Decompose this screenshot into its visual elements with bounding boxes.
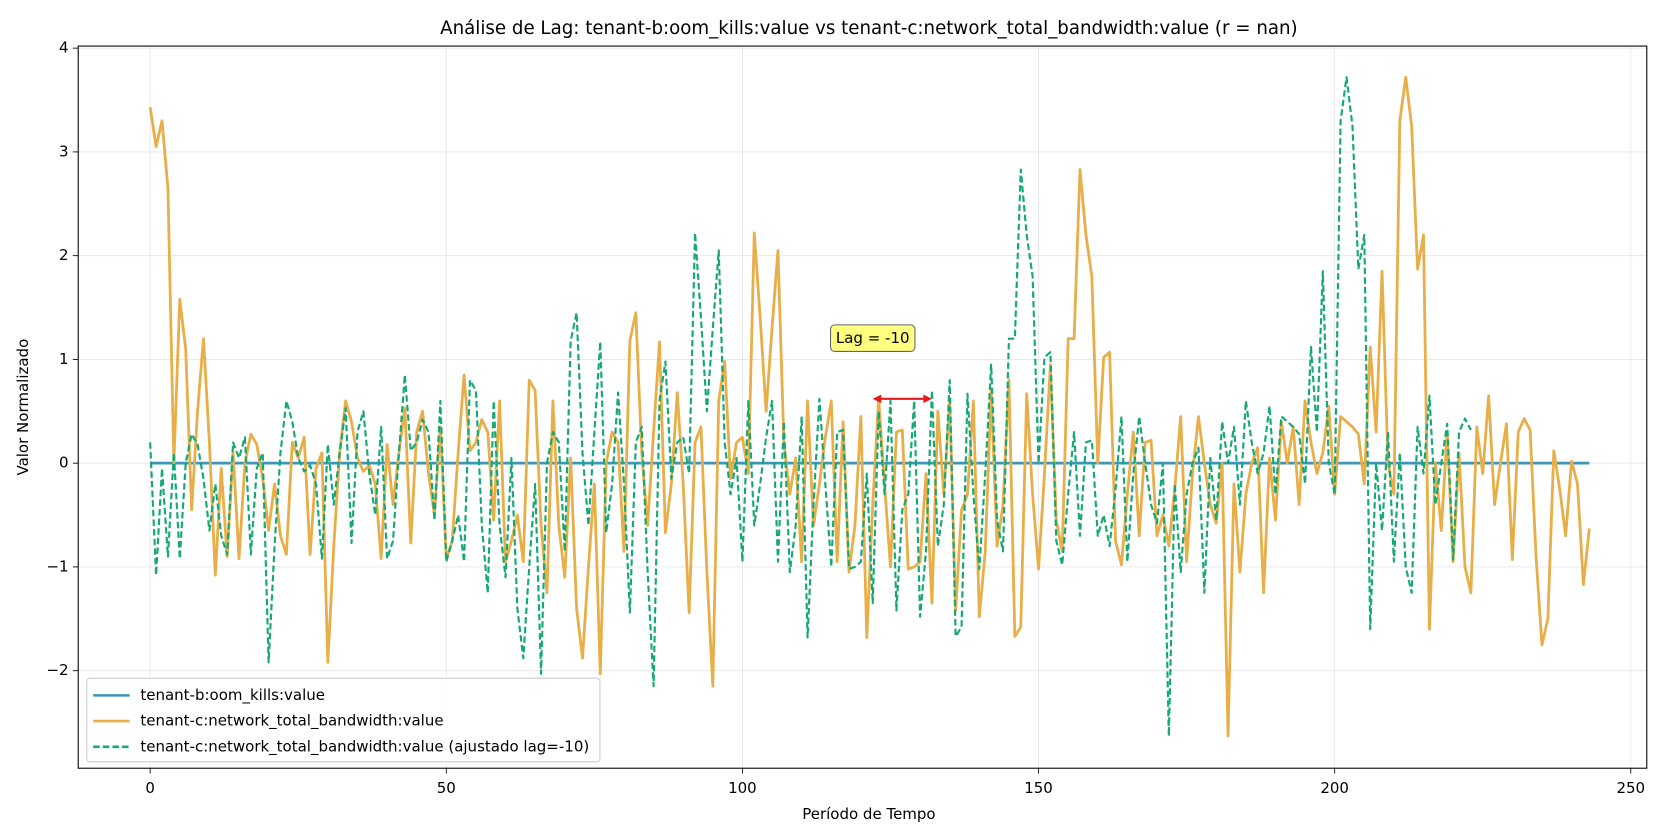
- legend-box: [86, 677, 601, 763]
- series-line: [148, 75, 1591, 738]
- x-tick-label: 0: [145, 779, 155, 797]
- legend: tenant-b:oom_kills:value tenant-c:network…: [86, 677, 601, 763]
- y-tick-label: 1: [59, 350, 69, 368]
- y-tick-label: 2: [59, 246, 69, 264]
- y-tick-label: −2: [46, 661, 68, 679]
- x-tick-label: 200: [1320, 779, 1349, 797]
- chart-title: Análise de Lag: tenant-b:oom_kills:value…: [440, 18, 1298, 39]
- y-tick-label: 4: [59, 39, 69, 57]
- legend-label: tenant-c:network_total_bandwidth:value: [140, 712, 443, 731]
- x-tick-label: 250: [1616, 779, 1645, 797]
- y-tick-label: 3: [59, 142, 69, 160]
- annotation: Lag = -10: [829, 324, 916, 352]
- x-tick-label: 150: [1024, 779, 1053, 797]
- x-tick-label: 100: [728, 779, 757, 797]
- x-tick-label: 50: [437, 779, 456, 797]
- legend-label: tenant-c:network_total_bandwidth:value (…: [140, 737, 589, 756]
- y-tick-label: 0: [59, 454, 69, 472]
- x-axis-label: Período de Tempo: [802, 805, 935, 823]
- legend-label: tenant-b:oom_kills:value: [140, 686, 325, 705]
- y-axis-label: Valor Normalizado: [14, 339, 32, 476]
- arrow-head: [872, 394, 882, 404]
- series-line: [149, 76, 1472, 738]
- annotation-box: [829, 324, 916, 352]
- y-tick-label: −1: [46, 557, 68, 575]
- arrow-head: [923, 394, 932, 404]
- plot-frame: [77, 45, 1648, 769]
- annotation-text: Lag = -10: [836, 329, 910, 347]
